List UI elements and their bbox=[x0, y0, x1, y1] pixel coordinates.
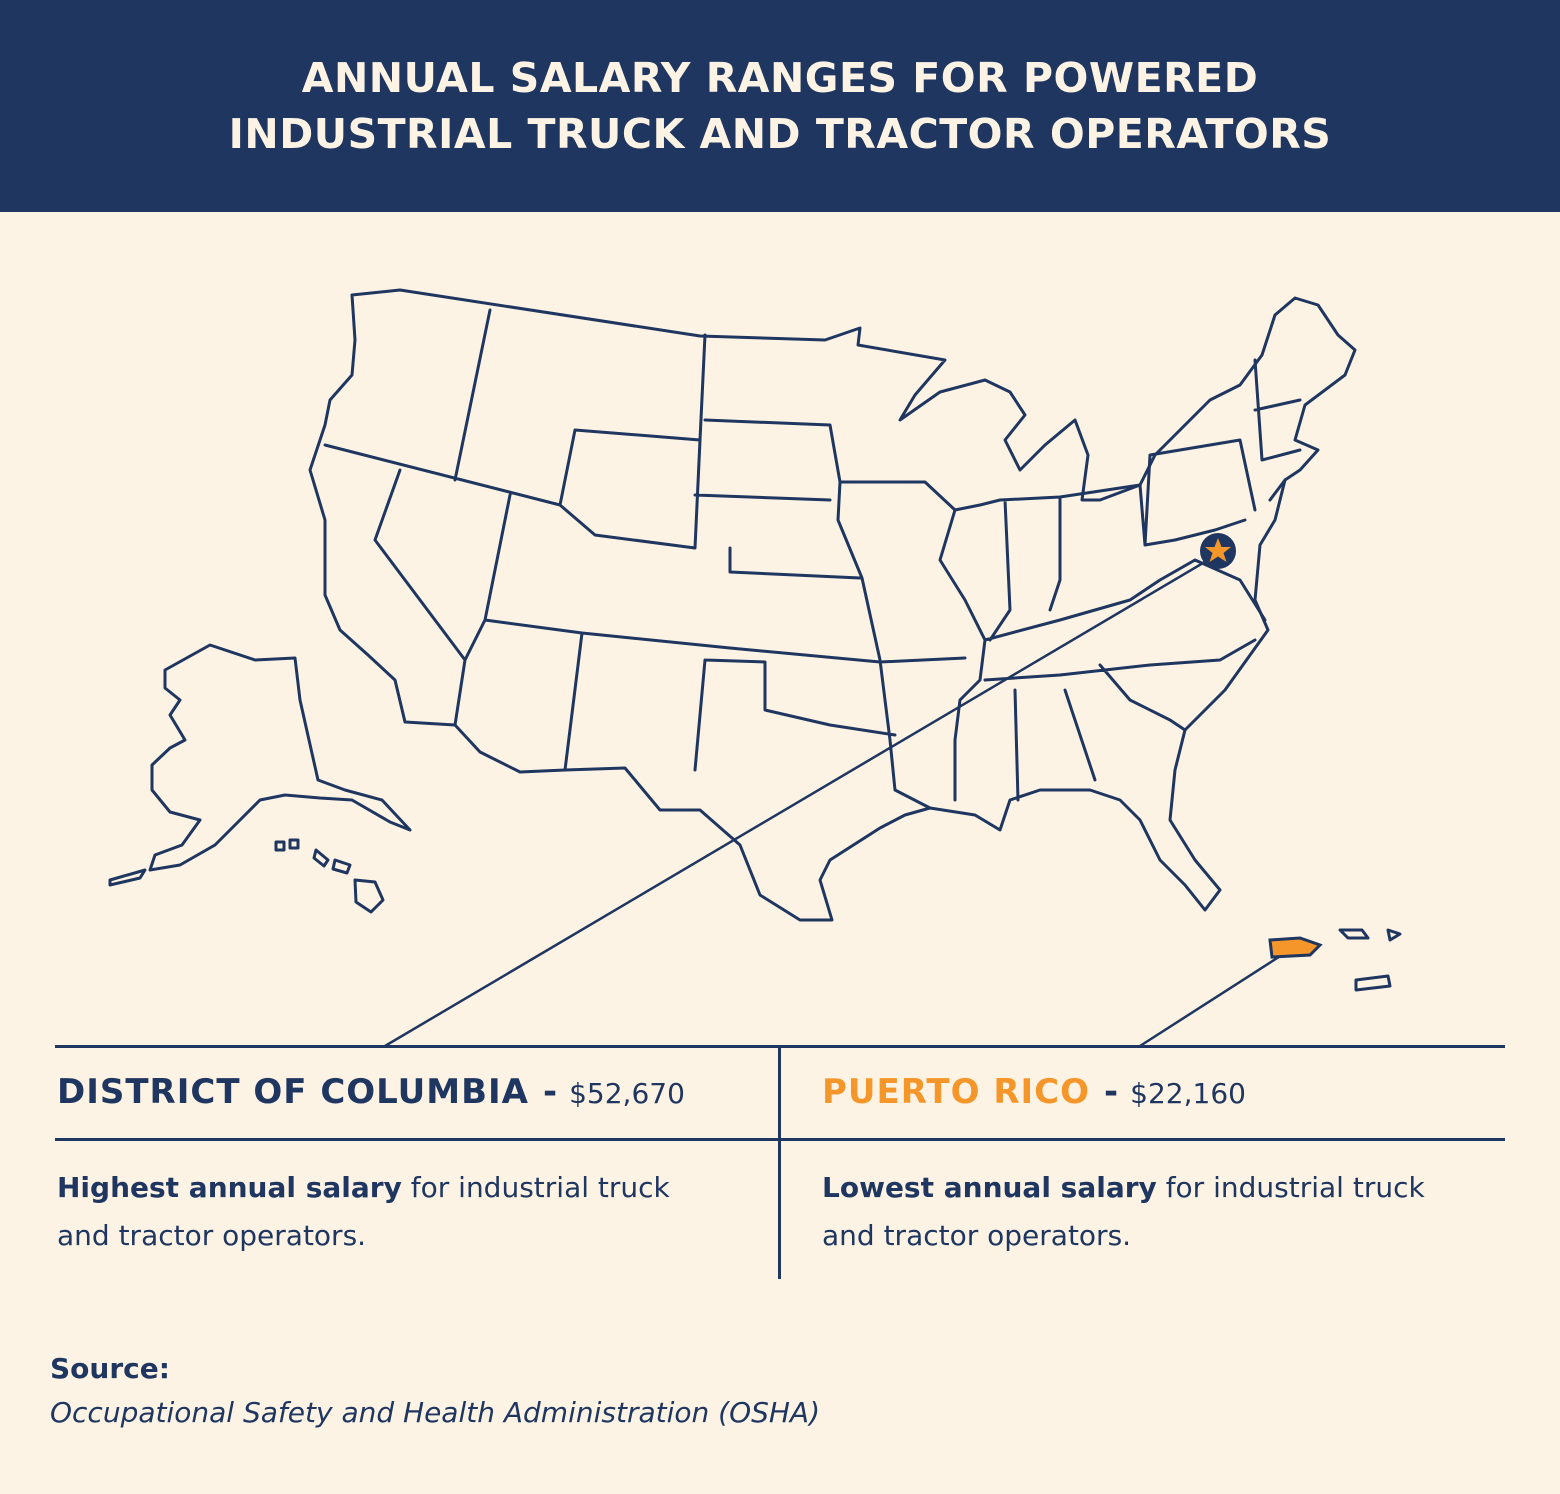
header-banner: ANNUAL SALARY RANGES FOR POWERED INDUSTR… bbox=[0, 0, 1560, 212]
source-text: Occupational Safety and Health Administr… bbox=[50, 1396, 821, 1429]
lowest-desc-rest: for industrial truck and tractor operato… bbox=[822, 1171, 1425, 1252]
dc-pointer-line bbox=[383, 551, 1222, 1048]
lowest-separator: - bbox=[1104, 1072, 1119, 1112]
highest-stat-title: DISTRICT OF COLUMBIA - $52,670 bbox=[57, 1072, 685, 1112]
contiguous-us-outline bbox=[308, 288, 1357, 922]
top-rule bbox=[55, 1045, 1505, 1048]
lowest-state-name: PUERTO RICO bbox=[822, 1072, 1091, 1112]
dc-marker bbox=[1200, 533, 1236, 569]
puerto-rico-shape bbox=[1268, 936, 1323, 959]
column-divider bbox=[778, 1047, 781, 1279]
highest-desc-bold: Highest annual salary bbox=[57, 1171, 402, 1204]
source-label: Source: bbox=[50, 1352, 170, 1385]
highest-description: Highest annual salary for industrial tru… bbox=[57, 1164, 677, 1260]
us-virgin-islands bbox=[1338, 928, 1402, 992]
us-map bbox=[0, 212, 1560, 1052]
pr-pointer-line bbox=[1138, 951, 1287, 1048]
highest-desc-rest: for industrial truck and tractor operato… bbox=[57, 1171, 670, 1252]
hawaii-outline bbox=[274, 838, 385, 914]
title-line-2: INDUSTRIAL TRUCK AND TRACTOR OPERATORS bbox=[228, 110, 1332, 158]
alaska-outline bbox=[108, 643, 412, 887]
star-icon bbox=[1205, 538, 1231, 562]
lowest-desc-bold: Lowest annual salary bbox=[822, 1171, 1157, 1204]
highest-salary-value: $52,670 bbox=[569, 1077, 685, 1110]
state-lines bbox=[323, 308, 1302, 810]
title-line-1: ANNUAL SALARY RANGES FOR POWERED bbox=[301, 54, 1259, 102]
lowest-stat-title: PUERTO RICO - $22,160 bbox=[822, 1072, 1246, 1112]
highest-separator: - bbox=[542, 1072, 558, 1112]
highest-state-name: DISTRICT OF COLUMBIA bbox=[57, 1072, 529, 1112]
lowest-description: Lowest annual salary for industrial truc… bbox=[822, 1164, 1442, 1260]
us-map-svg bbox=[108, 288, 1402, 1048]
lowest-salary-value: $22,160 bbox=[1130, 1077, 1246, 1110]
